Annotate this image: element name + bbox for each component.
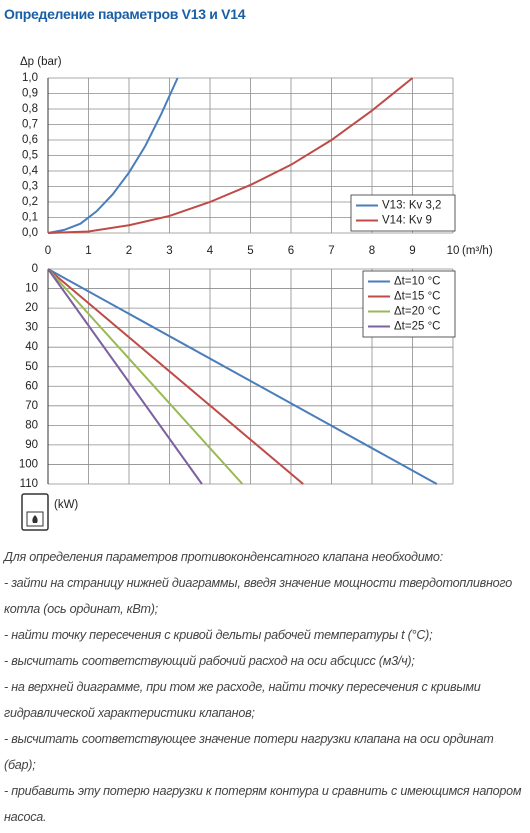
series-line — [47, 77, 414, 234]
y-tick-label: 0,6 — [22, 134, 38, 146]
y-tick-label: 80 — [25, 419, 38, 431]
y-tick-label: 10 — [25, 283, 38, 295]
y-tick-label: 0,7 — [22, 119, 38, 131]
y-tick-label: 60 — [25, 380, 38, 392]
paragraph: Для определения параметров противоконден… — [4, 550, 443, 564]
y-tick-label: 110 — [20, 478, 38, 490]
y-tick-label: 20 — [25, 302, 38, 314]
y-tick-label: 30 — [25, 322, 38, 334]
paragraph: - найти точку пересечения с кривой дельт… — [4, 628, 433, 642]
instructions: Для определения параметров противоконден… — [4, 544, 528, 830]
x-tick-label: 8 — [369, 245, 375, 257]
x-tick-label: 3 — [166, 245, 172, 257]
y-axis-label: Δp (bar) — [20, 56, 62, 68]
charts: 0,0 0,1 0,2 0,3 0,4 0,5 0,6 0,7 0,8 0,9 1,0 0 1 2 3 4 5 6… — [19, 56, 493, 531]
y-tick-label: 0,9 — [22, 88, 38, 100]
paragraph: - прибавить эту потерю нагрузки к потеря… — [4, 784, 522, 824]
y-tick-label: 0,8 — [22, 103, 38, 115]
y-tick-label: 70 — [25, 400, 38, 412]
series-line — [47, 268, 203, 485]
y-tick-label: 0,5 — [22, 150, 38, 162]
y-tick-label: 0,3 — [22, 181, 38, 193]
y-tick-label: 0 — [32, 263, 38, 275]
legend-label: Δt=20 °C — [394, 306, 440, 318]
y-tick-label: 0,4 — [22, 165, 39, 177]
x-tick-label: 1 — [85, 245, 91, 257]
y-tick-label: 90 — [25, 439, 38, 451]
paragraph: - высчитать соответствующее значение пот… — [4, 732, 494, 772]
paragraph: - зайти на страницу нижней диаграммы, вв… — [4, 576, 512, 616]
x-tick-label: 9 — [409, 245, 415, 257]
legend-label: Δt=15 °C — [394, 291, 440, 303]
x-tick-label: 6 — [288, 245, 294, 257]
series-line — [47, 268, 244, 485]
y-tick-label: 100 — [19, 458, 38, 470]
y-tick-label: 0,1 — [22, 212, 38, 224]
x-tick-label: 4 — [207, 245, 214, 257]
legend-label: V14: Kv 9 — [382, 215, 432, 227]
paragraph: - на верхней диаграмме, при том же расхо… — [4, 680, 481, 720]
paragraph: - высчитать соответствующий рабочий расх… — [4, 654, 415, 668]
legend-box — [350, 194, 456, 232]
legend-label: Δt=25 °C — [394, 321, 440, 333]
y-axis-label: (kW) — [54, 499, 78, 511]
x-tick-label: 2 — [126, 245, 132, 257]
legend-label: Δt=10 °C — [394, 276, 440, 288]
x-axis-label: (m³/h) — [462, 245, 493, 257]
y-tick-label: 40 — [25, 341, 38, 353]
x-tick-label: 10 — [447, 245, 460, 257]
x-tick-label: 0 — [45, 245, 51, 257]
series-line — [47, 77, 179, 234]
y-tick-label: 50 — [25, 361, 38, 373]
series-line — [47, 268, 438, 485]
series-line — [47, 268, 304, 485]
boiler-icon — [21, 493, 49, 531]
x-tick-label: 5 — [247, 245, 253, 257]
legend-label: V13: Kv 3,2 — [382, 200, 441, 212]
y-tick-label: 0,2 — [22, 196, 38, 208]
title: Определение параметров V13 и V14 — [4, 6, 246, 22]
y-tick-label: 0,0 — [22, 227, 38, 239]
y-tick-label: 1,0 — [22, 72, 38, 84]
x-tick-label: 7 — [328, 245, 334, 257]
